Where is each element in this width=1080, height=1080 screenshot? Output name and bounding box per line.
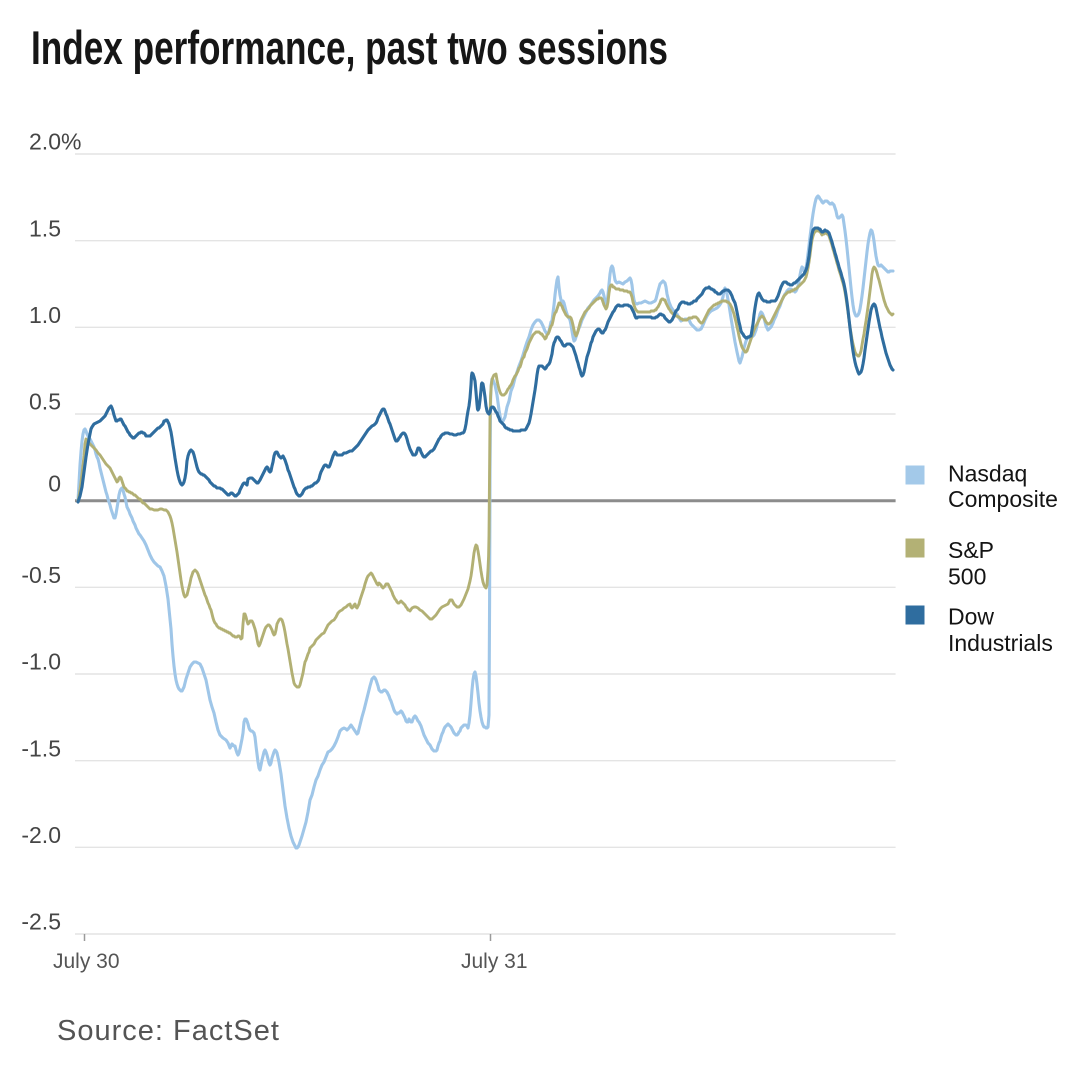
svg-text:-0.5: -0.5 (21, 562, 61, 588)
svg-text:-1.0: -1.0 (21, 649, 61, 675)
svg-text:Industrials: Industrials (948, 630, 1053, 656)
svg-text:July 31: July 31 (461, 950, 528, 973)
svg-text:1.5: 1.5 (29, 215, 61, 241)
svg-text:0: 0 (48, 471, 61, 497)
svg-text:-1.5: -1.5 (21, 735, 61, 761)
svg-text:0.5: 0.5 (29, 389, 61, 415)
svg-text:Source: FactSet: Source: FactSet (57, 1015, 280, 1047)
svg-text:-2.0: -2.0 (21, 822, 61, 848)
svg-text:Dow: Dow (948, 603, 994, 629)
svg-text:S&P: S&P (948, 537, 994, 563)
svg-text:Nasdaq: Nasdaq (948, 461, 1027, 487)
svg-text:1.0: 1.0 (29, 302, 61, 328)
svg-text:500: 500 (948, 563, 986, 589)
svg-text:%: % (61, 129, 81, 155)
svg-text:Composite: Composite (948, 486, 1058, 512)
svg-text:Index performance, past two se: Index performance, past two sessions (31, 21, 668, 74)
svg-text:July 30: July 30 (53, 950, 120, 973)
svg-text:2.0: 2.0 (29, 129, 61, 155)
svg-text:-2.5: -2.5 (21, 909, 61, 935)
